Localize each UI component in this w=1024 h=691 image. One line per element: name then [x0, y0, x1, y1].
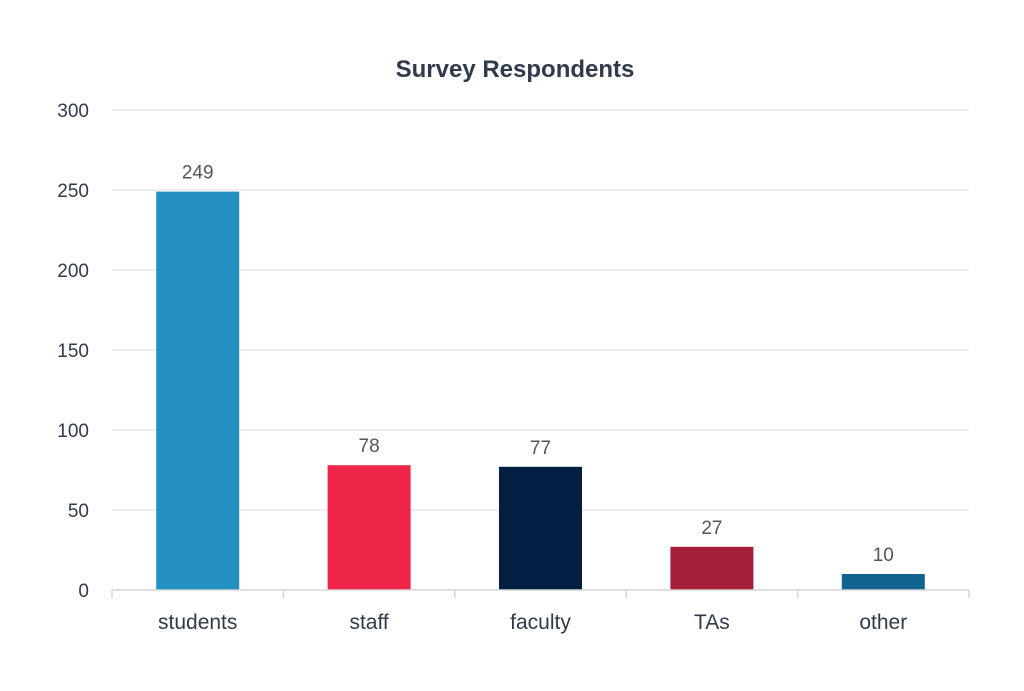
data-label: 249: [182, 163, 214, 184]
chart-title: Survey Respondents: [396, 56, 635, 83]
data-label: 78: [359, 436, 380, 457]
bar-staff: [327, 465, 411, 590]
bar-students: [156, 191, 240, 590]
data-label: 77: [530, 438, 551, 459]
data-label: 27: [701, 518, 722, 539]
y-tick-label: 50: [68, 501, 89, 522]
y-axis: 0 50 100 150 200 250 300: [57, 101, 89, 602]
x-tick-label: staff: [349, 611, 388, 634]
x-tick-label: other: [859, 611, 907, 634]
bar-other: [841, 574, 925, 590]
data-label: 10: [873, 545, 894, 566]
y-tick-label: 100: [57, 421, 89, 442]
bars: 249 78 77 27 10: [156, 163, 925, 590]
bar-faculty: [499, 466, 582, 590]
x-tick-label: students: [158, 611, 237, 634]
gridlines: [112, 109, 969, 511]
y-tick-label: 150: [57, 341, 89, 362]
y-tick-label: 300: [57, 101, 89, 122]
y-tick-label: 0: [78, 581, 89, 602]
x-tick-label: faculty: [510, 611, 571, 634]
y-tick-label: 250: [57, 181, 89, 202]
y-tick-label: 200: [57, 261, 89, 282]
x-axis: students staff faculty TAs other: [111, 589, 970, 634]
x-tick-label: TAs: [694, 611, 730, 634]
bar-tas: [670, 546, 754, 590]
